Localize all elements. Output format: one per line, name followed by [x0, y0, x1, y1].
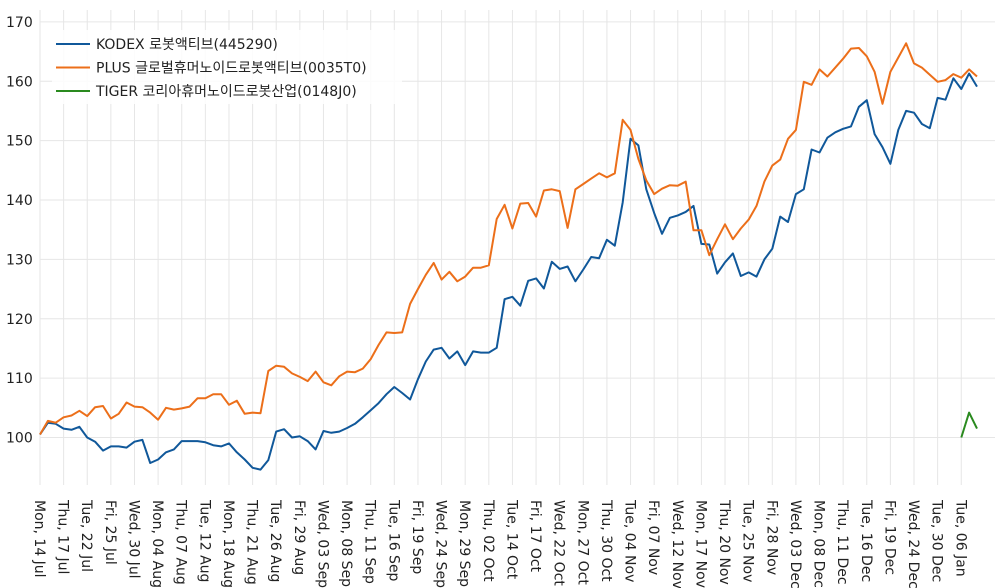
- x-tick-label: Thu, 11 Dec: [834, 499, 850, 585]
- x-tick-label: Mon, 27 Oct: [574, 500, 590, 585]
- x-tick-label: Tue, 26 Aug: [267, 499, 283, 582]
- x-tick-label: Fri, 28 Nov: [763, 500, 779, 575]
- x-tick-label: Wed, 03 Sep: [314, 500, 330, 588]
- x-tick-label: Fri, 17 Oct: [527, 500, 543, 573]
- y-tick-label: 170: [6, 15, 33, 31]
- x-tick-label: Thu, 07 Aug: [173, 499, 189, 585]
- x-tick-label: Wed, 12 Nov: [669, 500, 685, 588]
- x-tick-label: Mon, 17 Nov: [692, 500, 708, 588]
- legend: KODEX 로봇액티브(445290) PLUS 글로벌휴머노이드로봇액티브(00…: [52, 30, 402, 104]
- y-tick-label: 150: [6, 134, 33, 150]
- x-tick-label: Wed, 03 Dec: [787, 500, 803, 588]
- legend-label: KODEX 로봇액티브(445290): [96, 37, 278, 53]
- x-tick-label: Thu, 30 Oct: [598, 499, 614, 582]
- y-tick-label: 140: [6, 193, 33, 209]
- x-tick-label: Fri, 07 Nov: [645, 500, 661, 575]
- x-tick-label: Tue, 16 Sep: [385, 499, 401, 582]
- y-tick-label: 120: [6, 312, 33, 328]
- x-tick-label: Mon, 29 Sep: [456, 500, 472, 587]
- y-tick-label: 160: [6, 74, 33, 90]
- x-tick-label: Wed, 22 Oct: [551, 500, 567, 586]
- series-line: [960, 411, 978, 438]
- x-tick-label: Tue, 14 Oct: [503, 499, 519, 580]
- x-tick-label: Tue, 22 Jul: [78, 499, 94, 572]
- legend-label: TIGER 코리아휴머노이드로봇산업(0148J0): [95, 84, 357, 100]
- x-tick-label: Wed, 24 Dec: [905, 500, 921, 588]
- x-tick-label: Mon, 04 Aug: [149, 500, 165, 588]
- series-line: [39, 42, 978, 436]
- x-tick-label: Thu, 20 Nov: [716, 499, 732, 585]
- legend-label: PLUS 글로벌휴머노이드로봇액티브(0035T0): [96, 61, 367, 77]
- x-tick-label: Thu, 17 Jul: [55, 499, 71, 574]
- x-tick-label: Tue, 25 Nov: [740, 499, 756, 582]
- x-tick-label: Mon, 08 Dec: [811, 500, 827, 588]
- y-tick-label: 110: [6, 371, 33, 387]
- x-tick-label: Wed, 30 Jul: [125, 500, 141, 579]
- x-tick-label: Fri, 25 Jul: [102, 500, 118, 565]
- x-tick-label: Fri, 19 Dec: [881, 500, 897, 575]
- x-tick-label: Mon, 18 Aug: [220, 500, 236, 588]
- x-tick-label: Tue, 30 Dec: [929, 499, 945, 582]
- x-tick-label: Fri, 29 Aug: [291, 500, 307, 575]
- x-tick-label: Tue, 16 Dec: [858, 499, 874, 582]
- x-tick-label: Tue, 04 Nov: [622, 499, 638, 582]
- x-tick-label: Tue, 12 Aug: [196, 499, 212, 582]
- x-tick-label: Wed, 24 Sep: [433, 500, 449, 588]
- x-tick-label: Mon, 08 Sep: [338, 500, 354, 587]
- x-tick-label: Fri, 19 Sep: [409, 500, 425, 574]
- x-tick-label: Thu, 02 Oct: [480, 499, 496, 582]
- series-line: [39, 72, 978, 471]
- x-tick-label: Thu, 21 Aug: [244, 499, 260, 585]
- x-tick-label: Mon, 14 Jul: [31, 500, 47, 578]
- y-tick-label: 100: [6, 431, 33, 447]
- y-tick-label: 130: [6, 252, 33, 268]
- legend-background: [52, 30, 402, 104]
- x-tick-label: Tue, 06 Jan: [952, 499, 968, 577]
- x-tick-label: Thu, 11 Sep: [362, 499, 378, 584]
